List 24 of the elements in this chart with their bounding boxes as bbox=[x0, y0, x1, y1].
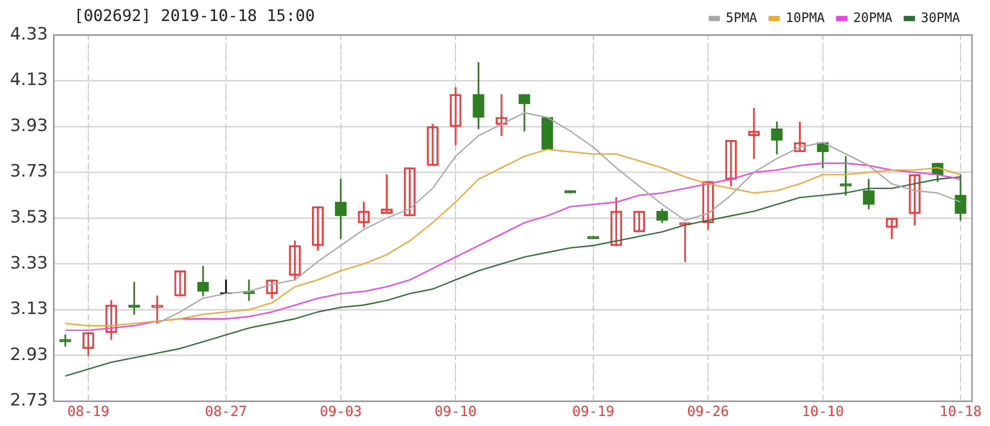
y-tick-label: 3.33 bbox=[10, 253, 48, 274]
y-tick-label: 3.53 bbox=[10, 208, 48, 228]
x-tick-label: 08-19 bbox=[67, 404, 110, 420]
legend-label: 10PMA bbox=[786, 10, 825, 26]
x-tick-label: 10-18 bbox=[939, 404, 982, 420]
x-tick-label: 10-10 bbox=[802, 404, 844, 420]
y-tick-label: 2.73 bbox=[10, 390, 48, 411]
y-tick-label: 3.73 bbox=[10, 162, 48, 182]
y-tick-label: 3.93 bbox=[10, 116, 48, 136]
legend-label: 30PMA bbox=[920, 10, 960, 26]
y-tick-label: 2.93 bbox=[10, 344, 48, 365]
x-tick-label: 09-19 bbox=[572, 404, 614, 420]
x-tick-label: 09-26 bbox=[686, 404, 730, 420]
candlestick bbox=[60, 334, 72, 347]
x-tick-label: 09-03 bbox=[320, 404, 362, 420]
candlestick bbox=[587, 236, 600, 240]
y-tick-label: 4.33 bbox=[10, 24, 48, 44]
legend-label: 20PMA bbox=[853, 10, 893, 26]
y-tick-label: 4.13 bbox=[10, 70, 48, 90]
x-tick-label: 08-27 bbox=[204, 404, 248, 420]
chart-title: [002692] 2019-10-18 15:00 bbox=[74, 6, 315, 25]
y-tick-label: 3.13 bbox=[10, 299, 48, 320]
x-tick-label: 09-10 bbox=[434, 404, 477, 420]
legend-label: 5PMA bbox=[726, 10, 758, 26]
